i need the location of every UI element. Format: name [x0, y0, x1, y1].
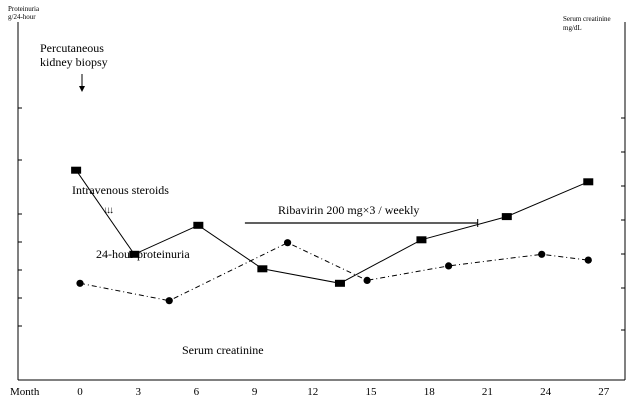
- proteinuria-point-6: [501, 213, 512, 221]
- x-tick-label-6: 6: [194, 386, 200, 398]
- proteinuria-point-5: [416, 236, 427, 244]
- axis-ticks: [18, 107, 625, 331]
- creatinine-point-0: [76, 279, 84, 287]
- steroid-arrows: ↓↓↓: [103, 205, 113, 216]
- ribavirin-annotation: Ribavirin 200 mg×3 / weekly: [278, 203, 419, 217]
- x-tick-label-3: 3: [135, 386, 141, 398]
- creatinine-point-1: [165, 297, 173, 305]
- x-tick-labels: 0 3 6 9 12 15 18 21 24 27: [77, 386, 610, 398]
- x-tick-label-12: 12: [307, 386, 318, 398]
- creatinine-series-label: Serum creatinine: [182, 343, 264, 357]
- proteinuria-point-4: [334, 279, 345, 287]
- proteinuria-point-1: [129, 250, 140, 258]
- biopsy-arrow-head: [79, 86, 85, 92]
- proteinuria-series-label: 24-hour proteinuria: [96, 247, 190, 261]
- left-axis-label-line2: g/24-hour: [8, 13, 36, 21]
- right-axis-label-line2: mg/dL: [563, 24, 582, 32]
- biopsy-annotation-line2: kidney biopsy: [40, 55, 108, 69]
- proteinuria-point-0: [71, 166, 82, 174]
- x-tick-label-24: 24: [540, 386, 552, 398]
- proteinuria-point-2: [193, 221, 204, 229]
- left-axis-label-line1: Proteinuria: [8, 5, 40, 13]
- proteinuria-series-line: [75, 169, 589, 284]
- x-tick-label-21: 21: [482, 386, 493, 398]
- proteinuria-point-7: [583, 178, 594, 186]
- x-tick-label-9: 9: [252, 386, 258, 398]
- creatinine-point-2: [283, 239, 292, 247]
- biopsy-annotation-line1: Percutaneous: [40, 41, 104, 55]
- x-tick-label-27: 27: [598, 386, 610, 398]
- steroids-annotation: Intravenous steroids: [72, 183, 169, 197]
- creatinine-point-5: [538, 250, 546, 258]
- right-axis-label-line1: Serum creatinine: [563, 15, 611, 23]
- proteinuria-point-3: [257, 265, 268, 273]
- creatinine-point-3: [363, 276, 371, 284]
- x-tick-label-15: 15: [366, 386, 378, 398]
- x-axis-title: Month: [10, 386, 40, 398]
- creatinine-point-4: [445, 262, 453, 270]
- x-tick-label-18: 18: [424, 386, 436, 398]
- x-tick-label-0: 0: [77, 386, 83, 398]
- series-layer: [71, 166, 594, 305]
- creatinine-point-6: [584, 256, 592, 264]
